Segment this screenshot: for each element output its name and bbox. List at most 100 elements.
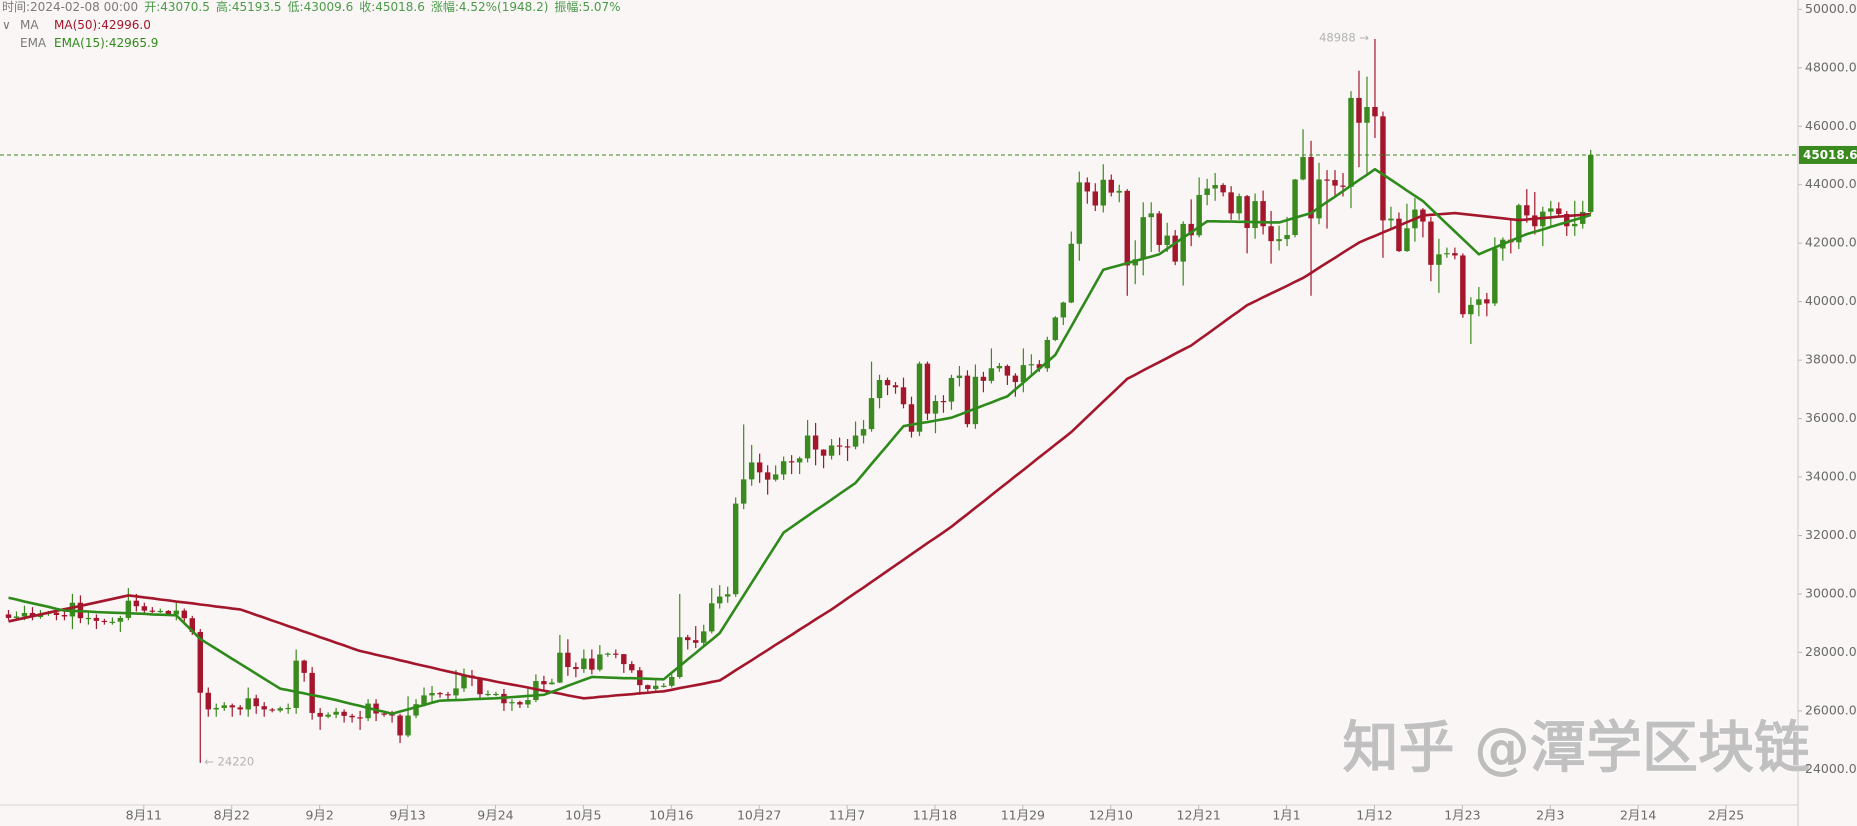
candle-body bbox=[629, 664, 635, 671]
candle-body bbox=[932, 401, 939, 414]
y-tick-label: 46000.0 bbox=[1805, 118, 1857, 133]
candle-body bbox=[1084, 182, 1091, 192]
y-tick-label: 32000.0 bbox=[1805, 527, 1857, 542]
x-tick-label: 11月29 bbox=[1001, 808, 1045, 823]
x-tick-label: 9月13 bbox=[389, 808, 425, 823]
candle-body bbox=[13, 616, 20, 618]
candle-body bbox=[1004, 365, 1011, 376]
candle-body bbox=[309, 672, 315, 713]
candle-body bbox=[373, 703, 379, 714]
candle-body bbox=[525, 700, 531, 705]
legend-row: ∨ MA MA(50):42996.0 bbox=[2, 17, 151, 33]
candle-body bbox=[317, 712, 323, 717]
candle-body bbox=[852, 435, 859, 447]
candle-body bbox=[1436, 254, 1442, 265]
candle-body bbox=[5, 614, 12, 618]
candle-body bbox=[1164, 235, 1170, 245]
candle-body bbox=[1204, 188, 1210, 195]
candle-body bbox=[461, 675, 467, 689]
candle-body bbox=[365, 703, 371, 719]
candle-body bbox=[453, 688, 459, 696]
candle-body bbox=[445, 694, 451, 696]
candle-body bbox=[948, 377, 955, 402]
candle-body bbox=[229, 705, 235, 708]
candle-body bbox=[1052, 317, 1059, 340]
x-tick-label: 2月3 bbox=[1536, 808, 1564, 823]
ohlc-header: 时间:2024-02-08 00:00 开:43070.5 高:45193.5 低:4… bbox=[2, 0, 627, 15]
candle-body bbox=[69, 602, 76, 617]
candle-body bbox=[724, 594, 731, 597]
candle-body bbox=[333, 711, 339, 715]
candle-body bbox=[1060, 302, 1067, 318]
candle-body bbox=[1292, 179, 1298, 236]
header-item: 开:43070.5 bbox=[144, 0, 210, 14]
legend-row: EMA EMA(15):42965.9 bbox=[8, 35, 158, 51]
candle-body bbox=[237, 707, 243, 710]
candle-body bbox=[1212, 185, 1218, 189]
candle-body bbox=[413, 704, 419, 716]
legend-group: MA bbox=[20, 18, 39, 32]
y-tick-label: 36000.0 bbox=[1805, 410, 1857, 425]
candle-body bbox=[1364, 106, 1370, 123]
x-tick-label: 9月24 bbox=[477, 808, 513, 823]
candle-body bbox=[549, 682, 555, 685]
candle-body bbox=[988, 368, 995, 381]
candle-body bbox=[972, 376, 979, 425]
candle-body bbox=[860, 429, 867, 436]
candle-body bbox=[253, 698, 259, 707]
x-tick-label: 9月2 bbox=[305, 808, 333, 823]
candle-body bbox=[820, 449, 827, 456]
candle-body bbox=[1300, 156, 1306, 180]
candle-body bbox=[868, 398, 875, 430]
candle-body bbox=[1156, 213, 1162, 245]
y-tick-label: 48000.0 bbox=[1805, 59, 1857, 74]
candle-body bbox=[1404, 228, 1410, 252]
candle-body bbox=[1316, 179, 1322, 219]
last-price-box bbox=[1799, 145, 1857, 164]
candle-body bbox=[189, 618, 196, 632]
candle-body bbox=[325, 714, 331, 717]
candle-body bbox=[1036, 364, 1043, 369]
candle-body bbox=[908, 404, 915, 432]
candle-body bbox=[693, 640, 699, 643]
x-tick-label: 12月21 bbox=[1177, 808, 1221, 823]
collapse-toggle[interactable]: ∨ bbox=[2, 18, 11, 32]
x-tick-label: 10月5 bbox=[565, 808, 601, 823]
candle-body bbox=[517, 702, 523, 705]
candle-body bbox=[117, 617, 124, 622]
candle-body bbox=[732, 503, 739, 595]
price-annotation: 48988 → bbox=[1319, 30, 1369, 44]
x-tick-label: 8月22 bbox=[214, 808, 250, 823]
candle-body bbox=[245, 698, 251, 710]
candle-body bbox=[565, 652, 571, 668]
candle-body bbox=[916, 363, 923, 432]
x-tick-label: 11月7 bbox=[829, 808, 865, 823]
candle-body bbox=[101, 620, 108, 623]
candle-body bbox=[1276, 239, 1282, 242]
candle-body bbox=[1588, 154, 1594, 212]
candle-body bbox=[1188, 223, 1194, 236]
candle-body bbox=[1028, 364, 1035, 366]
candle-body bbox=[1444, 253, 1450, 255]
candle-body bbox=[804, 435, 811, 459]
watermark: 知乎 @潭学区块链 bbox=[1343, 716, 1811, 781]
candle-body bbox=[1548, 208, 1554, 212]
x-tick-label: 2月25 bbox=[1708, 808, 1744, 823]
candle-body bbox=[1100, 179, 1106, 206]
candle-body bbox=[213, 707, 219, 710]
candle-body bbox=[1044, 339, 1051, 369]
candle-body bbox=[1324, 179, 1330, 181]
candle-body bbox=[1268, 226, 1274, 242]
candle-body bbox=[573, 667, 579, 670]
candle-body bbox=[133, 600, 140, 607]
candle-body bbox=[1572, 223, 1578, 227]
candle-body bbox=[597, 654, 603, 670]
candle-body bbox=[293, 660, 299, 708]
header-item: 低:43009.6 bbox=[287, 0, 354, 14]
candle-body bbox=[93, 617, 100, 621]
candle-body bbox=[661, 685, 667, 687]
candle-body bbox=[1484, 299, 1490, 304]
candle-body bbox=[349, 715, 355, 718]
candle-body bbox=[197, 631, 203, 693]
candle-body bbox=[788, 461, 795, 463]
